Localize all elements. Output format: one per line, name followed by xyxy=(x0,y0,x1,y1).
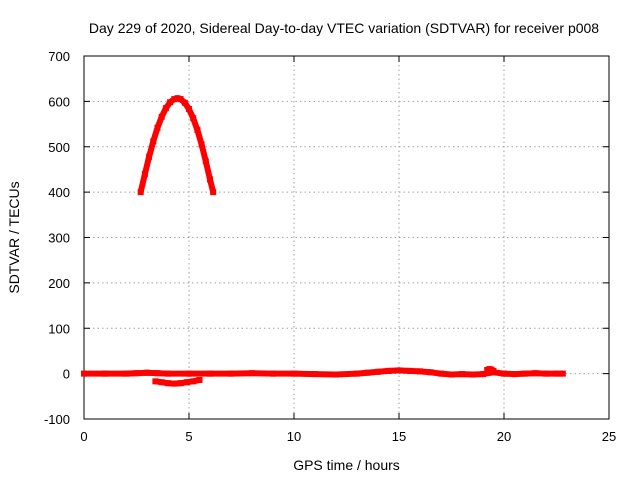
x-tick-label: 5 xyxy=(185,429,192,444)
data-point xyxy=(174,95,181,102)
data-point xyxy=(158,113,165,120)
data-point xyxy=(141,170,148,177)
data-point xyxy=(207,176,213,183)
data-point xyxy=(249,370,255,377)
x-tick-label: 20 xyxy=(497,429,511,444)
chart-title: Day 229 of 2020, Sidereal Day-to-day VTE… xyxy=(89,20,599,36)
data-point xyxy=(133,370,140,377)
data-point xyxy=(194,126,201,133)
data-point xyxy=(469,371,476,378)
x-tick-label: 15 xyxy=(392,429,406,444)
data-point xyxy=(522,370,528,377)
data-point xyxy=(154,370,161,377)
data-point xyxy=(81,370,87,377)
data-point xyxy=(190,115,197,122)
data-point xyxy=(501,370,507,377)
data-point xyxy=(375,368,381,375)
data-point xyxy=(152,378,159,385)
y-tick-label: 0 xyxy=(63,367,70,382)
data-point xyxy=(158,379,165,386)
data-point xyxy=(532,370,539,377)
data-point xyxy=(333,371,339,378)
x-tick-label: 0 xyxy=(80,429,87,444)
x-tick-label: 10 xyxy=(287,429,301,444)
data-point xyxy=(177,96,184,103)
data-point xyxy=(511,371,518,378)
data-point xyxy=(364,369,371,376)
data-point xyxy=(171,380,178,387)
series-0 xyxy=(137,95,217,196)
data-point xyxy=(150,138,157,145)
data-point xyxy=(137,189,144,196)
data-point xyxy=(438,370,444,377)
data-point xyxy=(459,371,465,378)
x-tick-label: 25 xyxy=(602,429,616,444)
data-point xyxy=(186,370,192,377)
data-point xyxy=(162,105,169,112)
data-point xyxy=(198,141,205,148)
y-axis-label: SDTVAR / TECUs xyxy=(6,181,22,293)
series-2 xyxy=(152,376,203,387)
data-point xyxy=(354,370,360,377)
data-point xyxy=(312,371,318,378)
data-point xyxy=(183,379,190,386)
data-point xyxy=(123,370,129,377)
y-tick-label: 600 xyxy=(48,94,70,109)
data-point xyxy=(480,371,486,378)
y-tick-label: 100 xyxy=(48,321,70,336)
data-point xyxy=(553,370,560,377)
data-point xyxy=(427,369,434,376)
data-point xyxy=(228,370,234,377)
series-3 xyxy=(484,366,497,374)
data-point xyxy=(210,189,217,196)
data-point xyxy=(559,370,566,377)
y-tick-label: -100 xyxy=(44,412,70,427)
data-point xyxy=(202,158,209,165)
data-point xyxy=(448,371,455,378)
data-point xyxy=(167,99,174,106)
data-point xyxy=(102,370,108,377)
data-point xyxy=(270,370,276,377)
y-tick-label: 200 xyxy=(48,276,70,291)
data-point xyxy=(417,368,423,375)
data-point xyxy=(144,369,150,376)
x-axis-label: GPS time / hours xyxy=(293,457,400,473)
data-point xyxy=(196,376,203,383)
data-point xyxy=(190,378,197,385)
y-tick-label: 700 xyxy=(48,49,70,64)
data-point xyxy=(177,380,184,387)
data-point xyxy=(543,370,549,377)
axis-ticks: 0 5 10 15 20 25 -100 0 100 200 300 400 500 600 700 xyxy=(44,49,616,444)
data-point xyxy=(165,370,171,377)
data-point xyxy=(165,380,171,387)
data-series xyxy=(81,95,566,387)
data-point xyxy=(406,367,413,374)
data-point xyxy=(146,153,153,160)
series-1 xyxy=(81,367,566,378)
y-tick-label: 300 xyxy=(48,231,70,246)
data-point xyxy=(181,99,188,106)
data-point xyxy=(385,367,392,374)
data-point xyxy=(154,124,161,131)
data-point xyxy=(171,96,178,103)
y-tick-label: 400 xyxy=(48,185,70,200)
data-point xyxy=(207,370,213,377)
data-point xyxy=(490,367,497,374)
data-point xyxy=(396,367,402,374)
data-point xyxy=(291,370,297,377)
data-point xyxy=(186,106,192,113)
y-tick-label: 500 xyxy=(48,140,70,155)
